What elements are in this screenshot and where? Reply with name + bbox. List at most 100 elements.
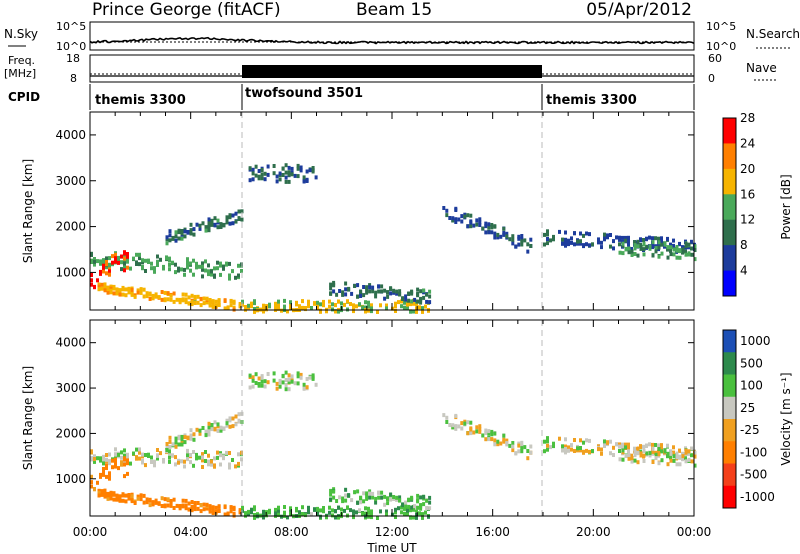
echo-cell-power-0 <box>216 260 219 265</box>
echo-cell-velocity-6 <box>413 504 417 509</box>
colorbar-tick-label: -100 <box>740 445 767 459</box>
echo-cell-power-5 <box>364 300 367 305</box>
echo-cell-power-8 <box>579 231 582 236</box>
echo-cell-power-8 <box>684 249 687 254</box>
echo-cell-velocity-3 <box>207 429 211 434</box>
echo-cell-velocity-8 <box>612 453 615 457</box>
echo-cell-velocity-7 <box>523 445 527 450</box>
echo-cell-velocity-4 <box>260 375 264 380</box>
echo-cell-power-7 <box>505 234 509 239</box>
echo-cell-velocity-5 <box>403 511 406 516</box>
echo-cell-velocity-5 <box>370 515 373 520</box>
echo-cell-power-0 <box>93 262 96 267</box>
echo-cell-velocity-0 <box>183 459 186 464</box>
echo-cell-power-7 <box>493 224 497 229</box>
echo-cell-velocity-3 <box>192 432 196 437</box>
nsearch-tick-top: 10^5 <box>706 20 736 33</box>
echo-cell-velocity-6 <box>386 496 390 501</box>
power-x-ticks <box>89 112 695 310</box>
echo-cell-power-8 <box>672 238 675 243</box>
echo-cell-velocity-2 <box>142 493 146 498</box>
echo-cell-power-5 <box>328 299 331 304</box>
echo-cell-velocity-0 <box>102 458 105 463</box>
echo-cell-power-9 <box>636 239 640 244</box>
echo-cell-power-0 <box>105 265 108 270</box>
echo-cell-velocity-0 <box>210 462 213 467</box>
echo-cell-power-7 <box>517 242 521 247</box>
echo-cell-velocity-6 <box>371 495 375 500</box>
nsky-tick-bottom: 10^0 <box>56 40 86 53</box>
echo-cell-velocity-5 <box>409 515 412 520</box>
echo-cell-velocity-0 <box>213 464 216 469</box>
echo-cell-velocity-8 <box>627 442 630 447</box>
velocity-colorbar-frame <box>722 329 737 509</box>
echo-cell-velocity-8 <box>567 445 570 450</box>
echo-cell-velocity-8 <box>609 439 612 444</box>
echo-cell-velocity-0 <box>90 456 93 461</box>
echo-cell-velocity-0 <box>141 460 144 465</box>
echo-cell-velocity-0 <box>99 457 102 462</box>
echo-cell-velocity-7 <box>451 425 455 430</box>
echo-cell-velocity-6 <box>380 495 384 500</box>
echo-cell-velocity-6 <box>383 502 387 507</box>
echo-cell-velocity-8 <box>660 443 663 448</box>
echo-cell-power-8 <box>567 238 570 243</box>
echo-cell-power-1 <box>90 273 93 277</box>
time-tick-label: 00:00 <box>73 525 108 539</box>
echo-cell-power-0 <box>189 268 192 273</box>
echo-cell-velocity-0 <box>102 454 105 459</box>
echo-cell-velocity-9 <box>675 454 679 459</box>
echo-cell-velocity-5 <box>328 505 331 510</box>
echo-cell-velocity-5 <box>367 506 370 511</box>
echo-cell-velocity-5 <box>337 515 340 520</box>
echo-cell-velocity-7 <box>490 437 494 442</box>
echo-cell-velocity-3 <box>198 428 202 433</box>
echo-cell-power-2 <box>142 294 146 299</box>
echo-cell-power-1 <box>105 271 108 276</box>
echo-cell-velocity-8 <box>564 450 567 455</box>
colorbar-swatch <box>723 352 736 375</box>
echo-cell-power-8 <box>612 246 615 251</box>
echo-cell-velocity-6 <box>380 490 384 495</box>
colorbar-swatch <box>723 396 736 420</box>
echo-cell-power-5 <box>418 305 421 310</box>
echo-cell-power-8 <box>666 247 669 252</box>
echo-cell-velocity-5 <box>250 510 253 515</box>
echo-cell-power-8 <box>603 237 606 242</box>
echo-cell-velocity-8 <box>588 438 591 443</box>
echo-cell-velocity-6 <box>386 501 390 506</box>
echo-cell-power-2 <box>148 297 152 301</box>
echo-cell-velocity-1 <box>102 469 105 474</box>
echo-cell-power-5 <box>367 300 370 305</box>
echo-cell-power-0 <box>156 263 159 267</box>
echo-cell-power-8 <box>630 247 633 251</box>
echo-cell-power-5 <box>379 303 382 308</box>
echo-cell-power-3 <box>240 217 244 222</box>
echo-cell-power-1 <box>90 278 93 283</box>
echo-cell-velocity-1 <box>123 474 126 479</box>
echo-cell-velocity-8 <box>564 444 567 449</box>
colorbar-tick-label: 1000 <box>740 334 771 348</box>
time-tick-label: 04:00 <box>173 525 208 539</box>
echo-cell-power-0 <box>183 272 186 277</box>
echo-cell-power-4 <box>275 179 279 184</box>
echo-cell-power-0 <box>156 254 159 259</box>
echo-cell-velocity-0 <box>135 455 138 460</box>
velocity-echoes <box>90 370 697 520</box>
echo-cell-velocity-8 <box>603 439 606 444</box>
echo-cell-power-2 <box>124 287 128 292</box>
echo-cell-power-2 <box>208 298 212 302</box>
echo-cell-power-6 <box>419 300 423 305</box>
colorbar-tick-label: 20 <box>740 162 755 176</box>
echo-cell-power-5 <box>376 309 379 314</box>
echo-cell-power-4 <box>308 168 312 173</box>
echo-cell-velocity-0 <box>93 459 96 464</box>
echo-cell-velocity-2 <box>130 494 134 499</box>
echo-cell-velocity-9 <box>633 449 637 454</box>
echo-cell-power-6 <box>350 291 354 296</box>
echo-cell-power-1 <box>123 251 126 256</box>
echo-cell-power-5 <box>298 304 301 309</box>
echo-cell-power-0 <box>138 256 141 261</box>
echo-cell-velocity-7 <box>466 431 470 436</box>
echo-cell-power-9 <box>675 245 679 249</box>
